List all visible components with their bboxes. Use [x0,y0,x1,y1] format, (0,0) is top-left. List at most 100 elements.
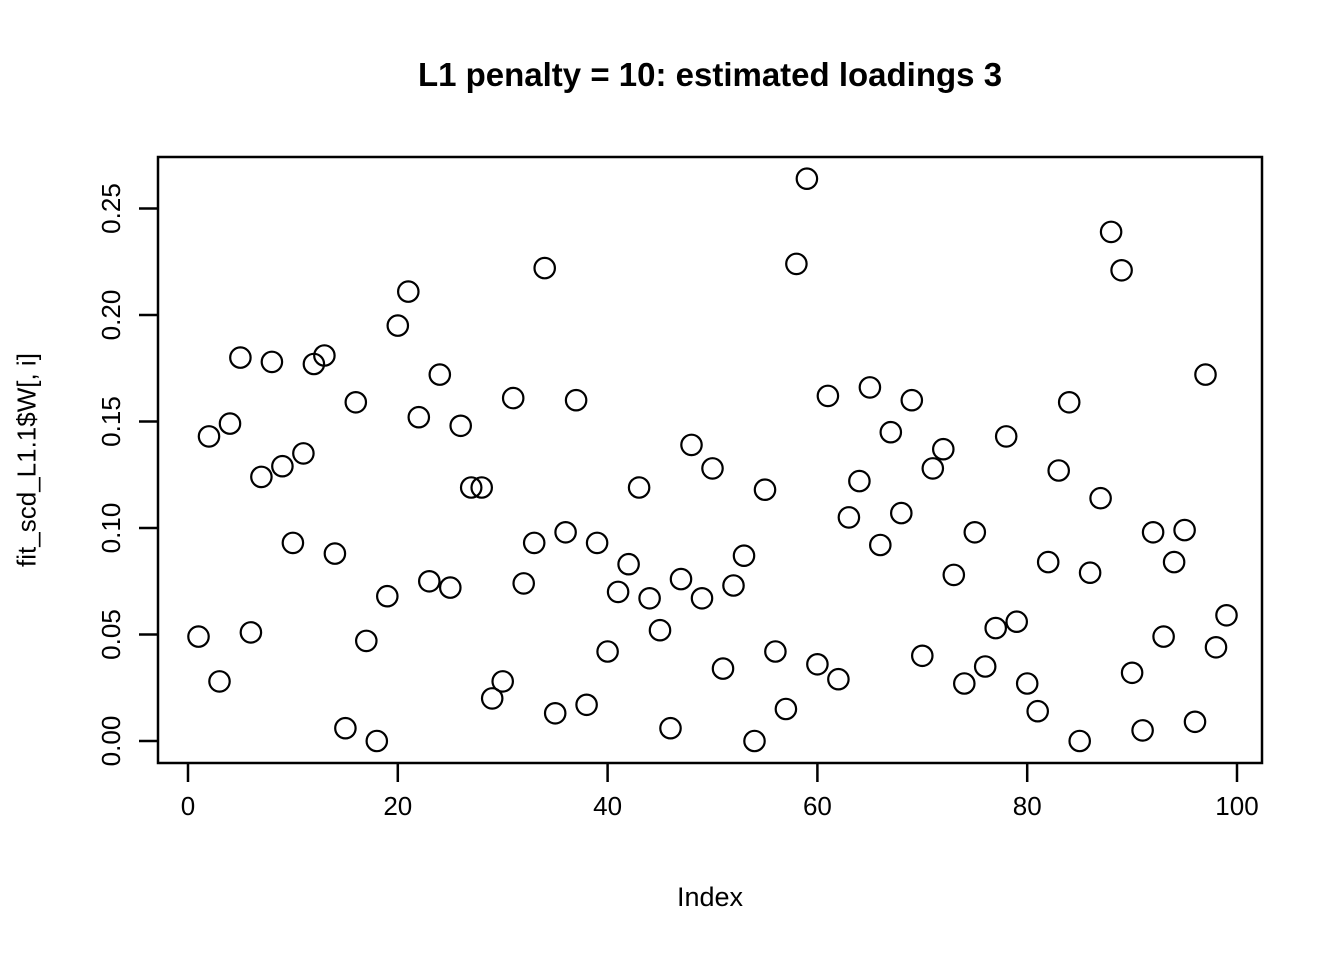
data-point [994,425,1018,448]
data-point [690,586,714,610]
data-point [522,531,546,555]
data-point [218,412,242,435]
data-point [1183,710,1207,734]
data-point [1152,625,1175,648]
data-point [396,280,420,303]
data-point [1089,486,1112,510]
data-point [323,542,347,565]
x-axis-label: Index [676,882,744,912]
data-point [596,640,619,663]
data-point [1099,220,1123,244]
chart-title: L1 penalty = 10: estimated loadings 3 [417,56,1003,93]
data-point [827,667,850,691]
y-tick-label: 0.05 [96,609,126,660]
data-point [732,544,756,567]
y-axis-label: fit_scd_L1.1$W[, i] [11,353,42,567]
data-point [1036,550,1060,574]
data-point [239,621,263,644]
data-point [407,405,431,429]
data-point [984,616,1007,640]
data-point [480,687,504,710]
data-point [837,506,861,529]
data-point [774,697,798,721]
data-point [680,433,703,457]
data-point [438,576,462,599]
data-point [187,625,210,648]
y-tick-label: 0.00 [96,716,126,767]
x-tick-label: 20 [383,791,412,821]
data-point [743,729,766,753]
data-point [669,567,693,591]
x-tick-label: 40 [593,791,622,821]
data-point [417,569,441,593]
data-point [554,520,577,544]
data-point [806,652,829,676]
data-point [795,167,819,190]
data-point [858,376,882,399]
data-point [449,414,472,438]
data-point [879,420,903,444]
x-tick-label: 100 [1215,791,1258,821]
data-point [501,386,525,410]
data-point [386,314,410,337]
data-point [816,384,840,408]
data-point [1131,719,1154,742]
data-point [848,469,871,493]
data-point [281,531,305,555]
data-point [543,701,567,725]
data-point [1078,561,1102,584]
data-point [585,531,609,555]
data-point [910,644,934,668]
data-point [1141,520,1165,544]
data-point [512,572,535,595]
data-point [868,533,892,557]
data-point [229,346,252,369]
data-point [375,584,399,608]
data-point [973,655,997,678]
data-point [564,388,588,412]
data-point [1057,390,1081,414]
plot-frame [156,155,1264,765]
data-point [659,716,682,740]
data-point [334,716,357,740]
data-point [313,344,336,367]
data-point [1173,518,1196,542]
data-point [942,563,966,587]
data-point [931,437,955,461]
data-point [354,629,378,653]
data-point [753,478,777,501]
data-point [606,580,630,604]
data-point [648,618,672,642]
data-point [1015,672,1039,695]
data-point [1110,258,1133,282]
data-point [617,552,640,576]
data-point [197,425,221,448]
data-point [365,729,389,753]
data-point [250,465,273,489]
y-tick-label: 0.10 [96,503,126,554]
data-point [1162,550,1186,574]
data-point [1005,610,1028,633]
data-point [921,457,945,480]
data-point [1047,459,1070,482]
data-point [627,476,651,499]
y-tick-label: 0.15 [96,396,126,447]
data-point [1194,363,1217,386]
data-point [271,454,294,478]
data-point [292,442,315,465]
data-point [1120,661,1144,685]
data-point [344,390,368,414]
data-point [711,657,735,680]
data-point [491,670,514,693]
data-point [701,457,724,480]
data-point [470,476,493,499]
data-point [952,672,976,695]
data-point [533,256,556,280]
y-tick-label: 0.25 [96,183,126,234]
data-point [260,350,284,374]
data-point [1204,635,1228,659]
data-point [900,388,924,412]
x-tick-label: 0 [181,791,195,821]
